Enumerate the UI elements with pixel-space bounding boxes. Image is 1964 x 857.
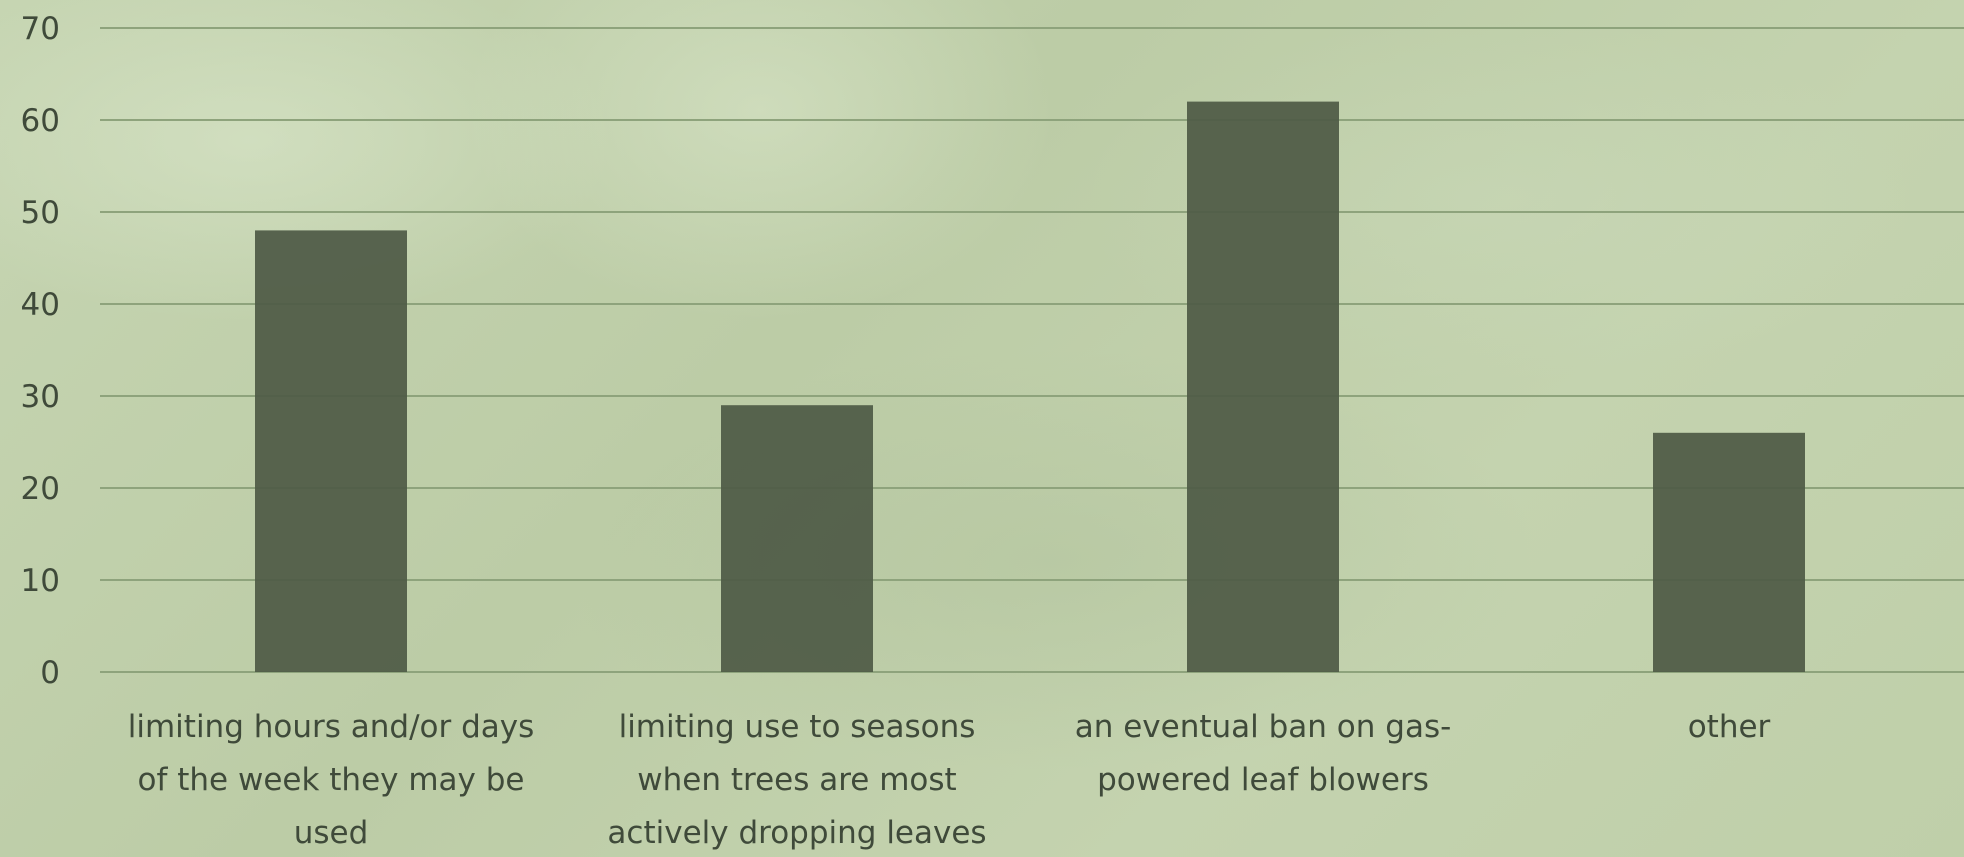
x-category-label-2: an eventual ban on gas-powered leaf blow… [1075, 709, 1452, 798]
y-axis-tick-labels: 0 10 20 30 40 50 60 70 [21, 11, 60, 691]
x-category-label-1: limiting use to seasons when trees are mo… [607, 709, 986, 851]
x-category-label-line: powered leaf blowers [1097, 762, 1429, 798]
bar-2 [1187, 101, 1339, 673]
bar-0 [255, 230, 407, 672]
y-tick-label: 70 [21, 11, 60, 47]
x-axis-category-labels: limiting hours and/or days of the week th… [128, 709, 1771, 851]
y-tick-label: 40 [21, 287, 60, 323]
y-tick-label: 50 [21, 195, 60, 231]
y-tick-label: 30 [21, 379, 60, 415]
x-category-label-line: used [294, 815, 369, 851]
x-category-label-line: when trees are most [637, 762, 956, 798]
y-tick-label: 10 [21, 563, 60, 599]
gridlines [100, 27, 1964, 673]
x-category-label-line: limiting use to seasons [619, 709, 976, 745]
x-category-label-line: an eventual ban on gas- [1075, 709, 1452, 745]
y-tick-label: 0 [40, 655, 60, 691]
x-category-label-3: other [1688, 709, 1771, 745]
x-category-label-0: limiting hours and/or days of the week th… [128, 709, 535, 851]
bars [255, 101, 1805, 673]
x-category-label-line: limiting hours and/or days [128, 709, 535, 745]
x-category-label-line: other [1688, 709, 1771, 745]
bar-3 [1653, 432, 1805, 672]
y-tick-label: 20 [21, 471, 60, 507]
y-tick-label: 60 [21, 103, 60, 139]
x-category-label-line: actively dropping leaves [607, 815, 986, 851]
x-category-label-line: of the week they may be [138, 762, 525, 798]
bar-1 [721, 405, 873, 672]
